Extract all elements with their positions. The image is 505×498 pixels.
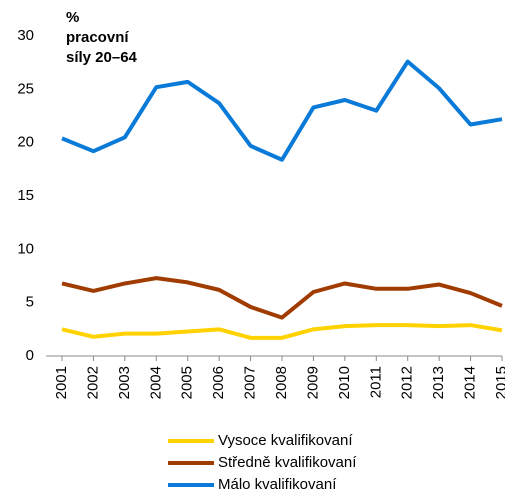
y-axis-label: síly 20–64 [66, 49, 138, 66]
y-tick-label: 30 [17, 27, 34, 44]
legend-label: Vysoce kvalifikovaní [218, 432, 353, 449]
y-tick-label: 25 [17, 80, 34, 97]
x-tick-label: 2009 [304, 366, 321, 399]
y-axis-label: pracovní [66, 29, 129, 46]
x-tick-label: 2001 [53, 366, 70, 399]
y-tick-label: 15 [17, 187, 34, 204]
x-tick-label: 2004 [147, 366, 164, 399]
x-tick-label: 2012 [399, 366, 416, 399]
x-tick-label: 2010 [336, 366, 353, 399]
y-tick-label: 5 [26, 294, 34, 311]
x-tick-label: 2006 [210, 366, 227, 399]
x-tick-label: 2003 [116, 366, 133, 399]
x-tick-label: 2005 [179, 366, 196, 399]
series-line [61, 59, 503, 162]
x-tick-label: 2002 [84, 366, 101, 399]
y-tick-label: 20 [17, 134, 34, 151]
x-tick-label: 2011 [367, 366, 384, 398]
series-line [61, 323, 503, 340]
x-tick-label: 2007 [242, 366, 259, 399]
y-axis-label: % [66, 9, 79, 26]
x-tick-label: 2008 [273, 366, 290, 399]
x-tick-label: 2013 [430, 366, 447, 399]
x-tick-label: 2014 [462, 366, 479, 399]
y-tick-label: 10 [17, 240, 34, 257]
x-tick-label: 2015 [493, 366, 505, 399]
legend-label: Středně kvalifikovaní [218, 454, 357, 471]
legend-label: Málo kvalifikovaní [218, 476, 337, 493]
series-line [61, 276, 503, 320]
y-tick-label: 0 [26, 347, 34, 364]
